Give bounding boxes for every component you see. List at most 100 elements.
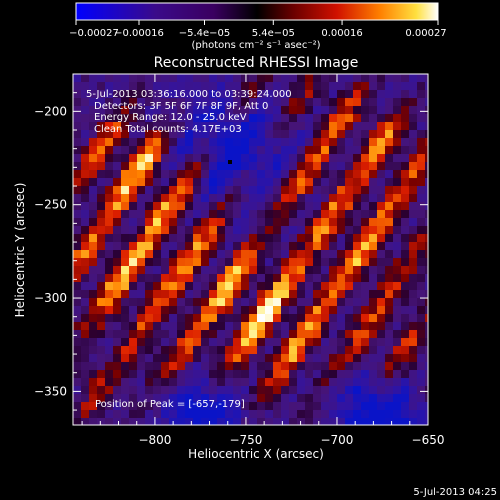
heatmap-cell (353, 154, 361, 162)
heatmap-cell (145, 418, 153, 425)
heatmap-cell (81, 178, 89, 186)
heatmap-cell (105, 362, 113, 370)
heatmap-cell (273, 138, 281, 146)
heatmap-cell (105, 370, 113, 378)
heatmap-cell (217, 242, 225, 250)
heatmap-cell (233, 258, 241, 266)
heatmap-cell (241, 90, 249, 98)
heatmap-cell (129, 378, 137, 386)
heatmap-cell (193, 354, 201, 362)
heatmap-cell (369, 378, 377, 386)
heatmap-cell (105, 258, 113, 266)
heatmap-cell (129, 354, 137, 362)
heatmap-cell (137, 418, 145, 425)
heatmap-cell (345, 370, 353, 378)
heatmap-cell (81, 146, 89, 154)
heatmap-cell (241, 98, 249, 106)
heatmap-cell (265, 130, 273, 138)
heatmap-cell (305, 138, 313, 146)
heatmap-cell (361, 354, 369, 362)
heatmap-cell (249, 122, 257, 130)
heatmap-cell (97, 218, 105, 226)
heatmap-cell (361, 314, 369, 322)
heatmap-cell (409, 418, 417, 425)
heatmap-cell (289, 298, 297, 306)
heatmap-cell (185, 250, 193, 258)
heatmap-cell (417, 210, 425, 218)
heatmap-cell (241, 218, 249, 226)
heatmap-cell (185, 306, 193, 314)
heatmap-cell (73, 178, 81, 186)
heatmap-cell (177, 98, 185, 106)
heatmap-cell (217, 82, 225, 90)
heatmap-cell (113, 258, 121, 266)
heatmap-cell (233, 162, 241, 170)
heatmap-cell (121, 74, 129, 82)
heatmap-cell (297, 74, 305, 82)
heatmap-cell (97, 402, 105, 410)
heatmap-cell (81, 362, 89, 370)
x-tick-label: −650 (412, 433, 445, 447)
heatmap-cell (161, 298, 169, 306)
heatmap-cell (417, 106, 425, 114)
heatmap-cell (337, 354, 345, 362)
heatmap-cell (337, 234, 345, 242)
heatmap-cell (177, 162, 185, 170)
heatmap-cell (105, 418, 113, 425)
heatmap-cell (401, 146, 409, 154)
heatmap-cell (169, 170, 177, 178)
heatmap-cell (329, 154, 337, 162)
heatmap-cell (161, 322, 169, 330)
heatmap-cell (321, 322, 329, 330)
heatmap-cell (265, 386, 273, 394)
heatmap-cell (377, 314, 385, 322)
heatmap-cell (417, 378, 425, 386)
heatmap-cell (225, 362, 233, 370)
heatmap-cell (137, 298, 145, 306)
heatmap-cell (273, 130, 281, 138)
heatmap-cell (89, 162, 97, 170)
heatmap-cell (265, 258, 273, 266)
heatmap-cell (289, 354, 297, 362)
heatmap-cell (273, 250, 281, 258)
heatmap-cell (273, 202, 281, 210)
heatmap-cell (337, 402, 345, 410)
heatmap-cell (409, 298, 417, 306)
heatmap-cell (289, 98, 297, 106)
heatmap-cell (153, 82, 161, 90)
heatmap-cell (105, 82, 113, 90)
heatmap-cell (313, 178, 321, 186)
heatmap-cell (121, 402, 129, 410)
heatmap-cell (393, 82, 401, 90)
heatmap-cell (385, 330, 393, 338)
heatmap-cell (289, 322, 297, 330)
heatmap-cell (241, 338, 249, 346)
heatmap-cell (345, 114, 353, 122)
heatmap-cell (385, 98, 393, 106)
heatmap-cell (417, 290, 425, 298)
heatmap-cell (105, 250, 113, 258)
heatmap-cell (81, 194, 89, 202)
heatmap-cell (137, 178, 145, 186)
heatmap-cell (73, 186, 81, 194)
heatmap-cell (345, 122, 353, 130)
heatmap-cell (217, 314, 225, 322)
heatmap-cell (129, 234, 137, 242)
heatmap-cell (425, 362, 428, 370)
heatmap-cell (129, 250, 137, 258)
heatmap-cell (393, 338, 401, 346)
heatmap-cell (97, 202, 105, 210)
heatmap-cell (233, 170, 241, 178)
heatmap-cell (361, 330, 369, 338)
heatmap-cell (313, 106, 321, 114)
heatmap-cell (393, 410, 401, 418)
heatmap-cell (169, 90, 177, 98)
heatmap-cell (417, 194, 425, 202)
heatmap-cell (401, 370, 409, 378)
heatmap-cell (313, 146, 321, 154)
heatmap-cell (377, 322, 385, 330)
heatmap-cell (185, 178, 193, 186)
heatmap-cell (337, 162, 345, 170)
heatmap-cell (313, 138, 321, 146)
heatmap-cell (89, 114, 97, 122)
